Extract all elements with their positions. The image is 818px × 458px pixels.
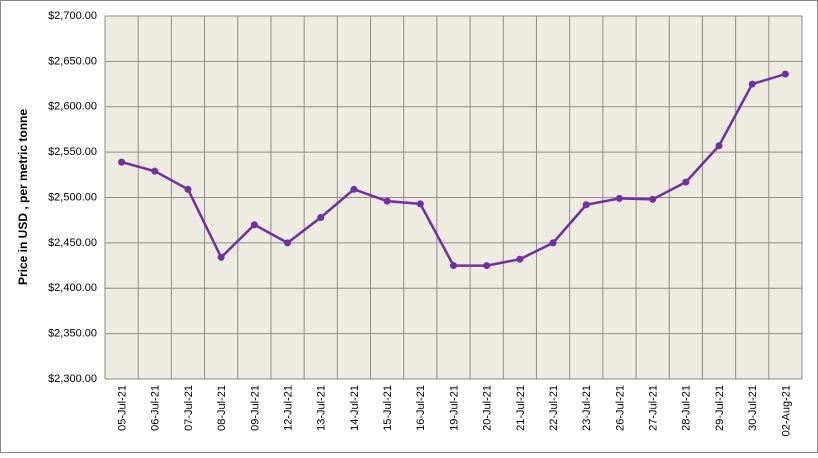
point: [450, 262, 457, 270]
point: [549, 239, 557, 247]
point: [516, 255, 524, 263]
y-tick-label: $2,400.00: [48, 282, 97, 294]
point: [582, 201, 590, 209]
x-tick-label: 23-Jul-21: [581, 385, 593, 431]
x-tick-label: 05-Jul-21: [117, 385, 129, 431]
x-tick-label: 12-Jul-21: [282, 385, 294, 431]
y-tick-label: $2,300.00: [48, 373, 97, 385]
x-tick-label: 07-Jul-21: [183, 385, 195, 431]
y-tick-label: $2,500.00: [48, 191, 97, 203]
x-tick-label: 22-Jul-21: [548, 385, 560, 431]
x-tick-label: 26-Jul-21: [614, 385, 626, 431]
point: [715, 142, 723, 150]
point: [748, 80, 756, 88]
point: [483, 262, 491, 270]
point: [350, 185, 358, 193]
x-tick-label: 28-Jul-21: [681, 385, 693, 431]
x-tick-label: 08-Jul-21: [216, 385, 228, 431]
point: [284, 239, 292, 247]
y-tick-label: $2,700.00: [48, 10, 97, 22]
y-tick-label: $2,650.00: [48, 55, 97, 67]
point: [781, 70, 789, 78]
x-tick-label: 13-Jul-21: [316, 385, 328, 431]
point: [416, 200, 424, 208]
x-tick-label: 29-Jul-21: [714, 385, 726, 431]
x-tick-label: 06-Jul-21: [150, 385, 162, 431]
x-tick-label: 14-Jul-21: [349, 385, 361, 431]
x-tick-label: 21-Jul-21: [515, 385, 527, 431]
x-tick-label: 20-Jul-21: [482, 385, 494, 431]
point: [682, 178, 690, 186]
x-tick-label: 02-Aug-21: [780, 385, 792, 436]
point: [250, 221, 258, 229]
x-tick-label: 15-Jul-21: [382, 385, 394, 431]
point: [649, 195, 657, 203]
point: [383, 197, 391, 205]
x-tick-label: 27-Jul-21: [648, 385, 660, 431]
point: [317, 213, 325, 221]
y-tick-label: $2,450.00: [48, 237, 97, 249]
x-tick-label: 19-Jul-21: [448, 385, 460, 431]
x-tick-label: 30-Jul-21: [747, 385, 759, 431]
y-tick-label: $2,550.00: [48, 146, 97, 158]
y-axis-label: Price in USD , per metric tonne: [16, 109, 30, 285]
point: [615, 194, 623, 202]
point: [184, 185, 192, 193]
x-tick-label: 16-Jul-21: [415, 385, 427, 431]
y-tick-label: $2,600.00: [48, 101, 97, 113]
y-tick-label: $2,350.00: [48, 328, 97, 340]
point: [118, 158, 126, 166]
x-tick-label: 09-Jul-21: [249, 385, 261, 431]
point: [217, 253, 225, 261]
point: [151, 167, 159, 175]
